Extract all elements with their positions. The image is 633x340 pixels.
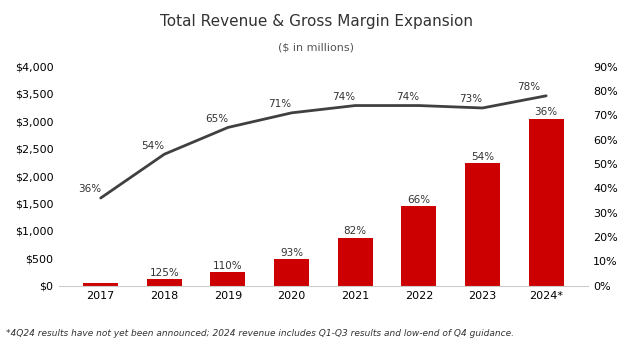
Text: 74%: 74% [332,92,355,102]
Text: 73%: 73% [460,94,482,104]
Text: 54%: 54% [471,152,494,162]
Bar [274,259,309,286]
Text: 36%: 36% [78,184,101,194]
Bar [465,163,500,286]
Text: 78%: 78% [517,82,540,92]
Text: 110%: 110% [213,260,243,271]
Bar [211,272,246,286]
Text: 125%: 125% [149,268,179,278]
Text: 82%: 82% [344,226,367,236]
Text: Total Revenue & Gross Margin Expansion: Total Revenue & Gross Margin Expansion [160,14,473,29]
Text: 36%: 36% [535,107,558,117]
Text: 54%: 54% [141,140,165,151]
Text: 93%: 93% [280,248,303,258]
Text: 74%: 74% [396,92,419,102]
Text: 71%: 71% [268,99,292,109]
Bar [338,238,373,286]
Text: 65%: 65% [205,114,228,124]
Text: *4Q24 results have not yet been announced; 2024 revenue includes Q1-Q3 results a: *4Q24 results have not yet been announce… [6,329,515,338]
Text: 66%: 66% [407,195,430,205]
Bar [401,206,436,286]
Bar [83,283,118,286]
Bar [147,279,182,286]
Text: ($ in millions): ($ in millions) [279,42,354,52]
Bar [529,119,563,286]
